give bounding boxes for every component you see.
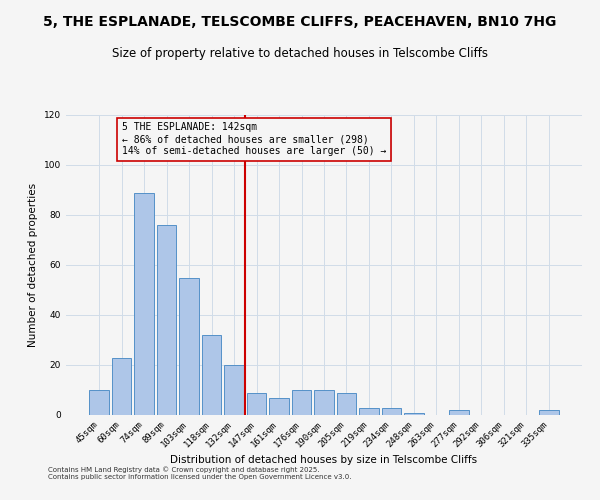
Bar: [224, 365, 244, 415]
Bar: [314, 390, 334, 415]
Bar: [134, 192, 154, 415]
Bar: [247, 392, 266, 415]
Bar: [202, 335, 221, 415]
Text: Contains HM Land Registry data © Crown copyright and database right 2025.
Contai: Contains HM Land Registry data © Crown c…: [48, 466, 352, 480]
Text: 5, THE ESPLANADE, TELSCOMBE CLIFFS, PEACEHAVEN, BN10 7HG: 5, THE ESPLANADE, TELSCOMBE CLIFFS, PEAC…: [43, 15, 557, 29]
Bar: [292, 390, 311, 415]
Bar: [157, 225, 176, 415]
X-axis label: Distribution of detached houses by size in Telscombe Cliffs: Distribution of detached houses by size …: [170, 454, 478, 464]
Bar: [449, 410, 469, 415]
Bar: [382, 408, 401, 415]
Bar: [337, 392, 356, 415]
Bar: [89, 390, 109, 415]
Bar: [404, 412, 424, 415]
Bar: [359, 408, 379, 415]
Bar: [539, 410, 559, 415]
Text: Size of property relative to detached houses in Telscombe Cliffs: Size of property relative to detached ho…: [112, 48, 488, 60]
Text: 5 THE ESPLANADE: 142sqm
← 86% of detached houses are smaller (298)
14% of semi-d: 5 THE ESPLANADE: 142sqm ← 86% of detache…: [122, 122, 386, 156]
Bar: [269, 398, 289, 415]
Y-axis label: Number of detached properties: Number of detached properties: [28, 183, 38, 347]
Bar: [112, 358, 131, 415]
Bar: [179, 278, 199, 415]
